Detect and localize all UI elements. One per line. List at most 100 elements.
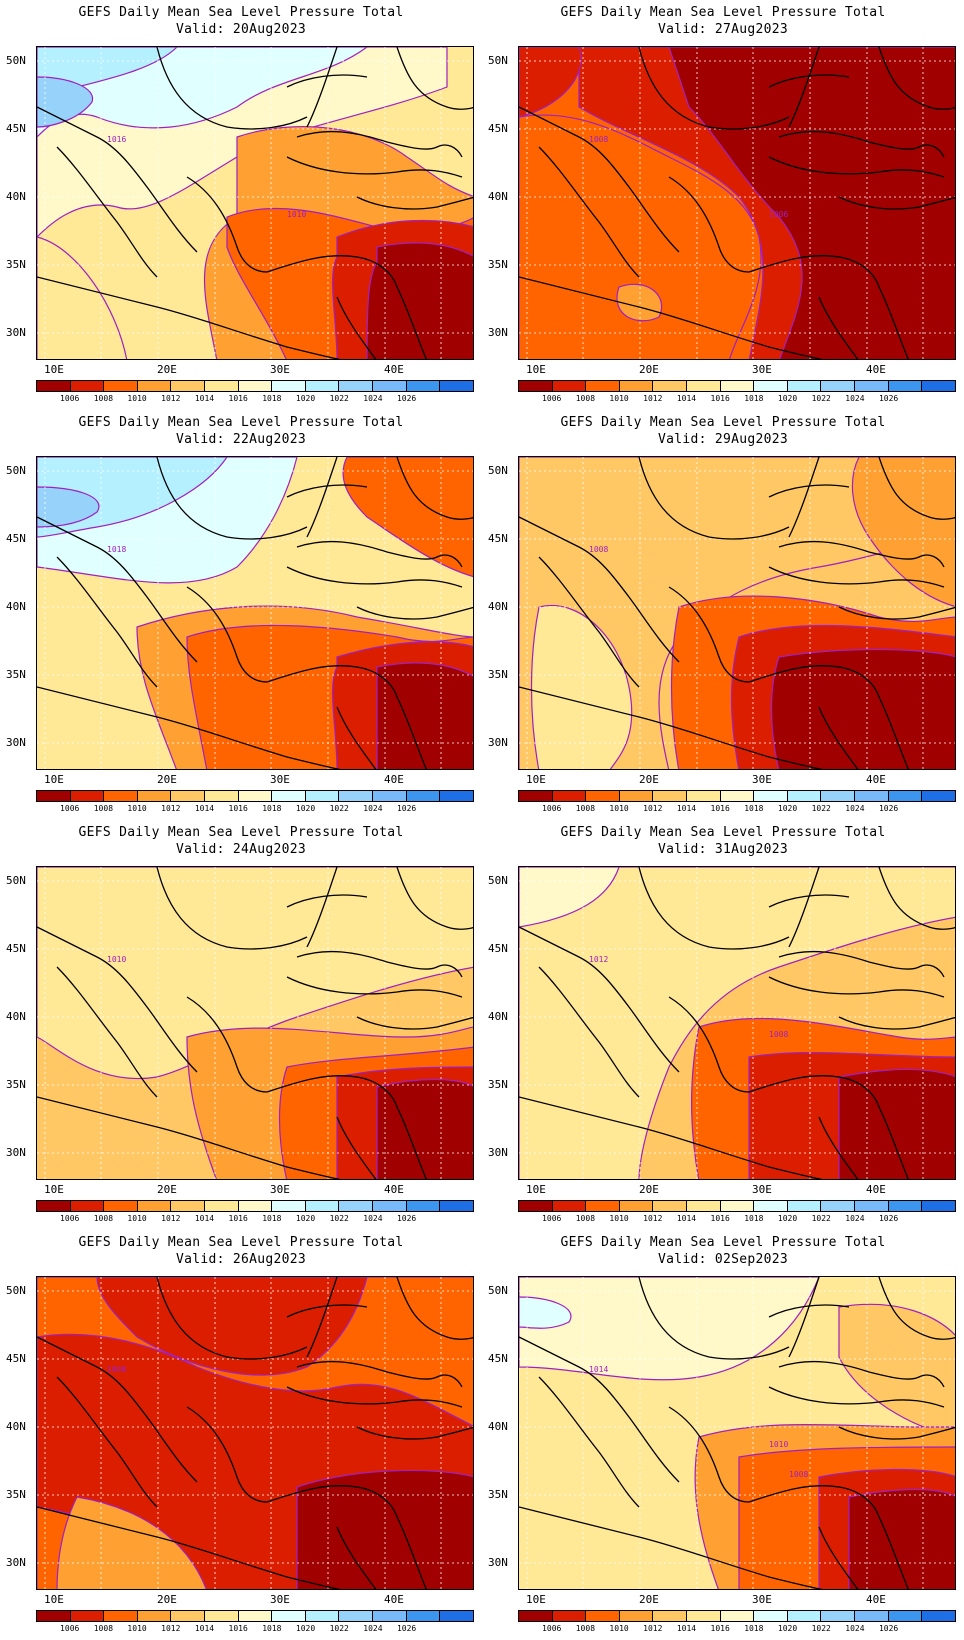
colorbar-label: 1006 (542, 394, 562, 403)
coastline (156, 1277, 308, 1360)
longitude-label: 20E (639, 1593, 659, 1606)
colorbar-label: 1018 (262, 1624, 282, 1633)
pressure-region (519, 1296, 572, 1329)
latitude-label: 35N (6, 668, 26, 681)
coastline (668, 176, 750, 273)
colorbar-label: 1016 (710, 1214, 730, 1223)
colorbar-swatch (855, 1201, 889, 1211)
valid-date: Valid: 20Aug2023 (175, 22, 307, 37)
colorbar-label: 1020 (777, 1214, 798, 1223)
pressure-map: 1016 1010 (36, 46, 474, 360)
longitude-label: 10E (526, 363, 546, 376)
latitude-label: 50N (6, 1284, 26, 1297)
longitude-label: 10E (44, 1183, 64, 1196)
coastline (186, 586, 268, 683)
pressure-map: 1010 (36, 866, 474, 1180)
colorbar-swatch (406, 381, 441, 391)
colorbar-label: 1024 (845, 804, 865, 813)
longitude-label: 40E (384, 1183, 404, 1196)
pressure-region (376, 662, 473, 769)
coastline (286, 894, 368, 908)
latitude-label: 45N (488, 1352, 508, 1365)
colorbar-label: 1008 (93, 394, 114, 403)
coastline (878, 867, 955, 930)
coastline (778, 130, 945, 158)
longitude-label: 40E (384, 773, 404, 786)
longitude-label: 40E (866, 1183, 886, 1196)
pressure-map: 1018 (36, 456, 474, 770)
coastline (768, 976, 945, 998)
longitude-label: 20E (157, 1183, 177, 1196)
coastline (519, 276, 823, 359)
coastline (668, 1406, 750, 1503)
longitude-label: 30E (270, 1183, 290, 1196)
colorbar-swatch (205, 1201, 239, 1211)
colorbar-swatch (821, 1611, 856, 1621)
colorbar-swatch (787, 1201, 822, 1211)
colorbar (518, 790, 956, 802)
colorbar-label: 1016 (710, 394, 730, 403)
latitude-label: 35N (488, 1078, 508, 1091)
latitude-label: 30N (6, 1146, 26, 1159)
colorbar-swatch (619, 1611, 654, 1621)
coastline (768, 1304, 850, 1318)
colorbar-label: 1010 (609, 394, 629, 403)
colorbar-swatch (754, 1611, 788, 1621)
coastline (788, 47, 820, 128)
colorbar-swatch (37, 1201, 71, 1211)
colorbar-label: 1018 (744, 1214, 764, 1223)
longitude-label: 40E (384, 363, 404, 376)
colorbar-swatch (754, 791, 788, 801)
colorbar-label: 1012 (643, 394, 663, 403)
coastline (336, 1526, 377, 1589)
colorbar-swatch (205, 1611, 239, 1621)
latitude-label: 45N (6, 122, 26, 135)
colorbar-swatch (272, 1201, 306, 1211)
colorbar-label: 1018 (262, 394, 282, 403)
coastline (37, 926, 198, 1073)
colorbar-swatch (339, 791, 374, 801)
latitude-label: 40N (488, 190, 508, 203)
colorbar-swatch (440, 1201, 473, 1211)
colorbar-label: 1014 (676, 1214, 697, 1223)
latitude-label: 40N (6, 1010, 26, 1023)
coastline (538, 966, 640, 1098)
colorbar-swatch (922, 791, 955, 801)
colorbar-label: 1010 (127, 394, 147, 403)
coastline (878, 1277, 955, 1340)
coastline (838, 1426, 955, 1440)
coastline (336, 1116, 377, 1179)
colorbar-swatch (406, 1201, 441, 1211)
latitude-label: 50N (6, 874, 26, 887)
colorbar-swatch (238, 381, 273, 391)
longitude-label: 30E (752, 1183, 772, 1196)
colorbar-swatch (653, 791, 688, 801)
coastline (818, 706, 859, 769)
longitude-label: 20E (157, 363, 177, 376)
contour-label: 1008 (789, 1470, 808, 1479)
colorbar-label: 1024 (845, 394, 865, 403)
colorbar-label: 1024 (363, 394, 383, 403)
coastline (396, 286, 427, 359)
colorbar-swatch (586, 1611, 620, 1621)
pressure-region (519, 867, 620, 928)
coastline (538, 556, 640, 688)
latitude-label: 30N (488, 736, 508, 749)
coastline (519, 1336, 680, 1483)
product-title: GEFS Daily Mean Sea Level Pressure Total (560, 415, 886, 430)
coastline (396, 457, 473, 520)
longitude-label: 30E (752, 363, 772, 376)
colorbar-swatch (171, 791, 206, 801)
coastline (286, 74, 368, 88)
latitude-label: 30N (488, 1556, 508, 1569)
colorbar-label: 1020 (295, 804, 316, 813)
coastline (186, 176, 268, 273)
colorbar-swatch (552, 1611, 587, 1621)
contour-label: 1016 (107, 135, 126, 144)
longitude-label: 40E (866, 1593, 886, 1606)
contour-label: 1010 (107, 955, 126, 964)
coastline (748, 665, 880, 698)
latitude-label: 30N (488, 326, 508, 339)
colorbar-label: 1026 (878, 804, 899, 813)
pressure-region (530, 604, 633, 769)
